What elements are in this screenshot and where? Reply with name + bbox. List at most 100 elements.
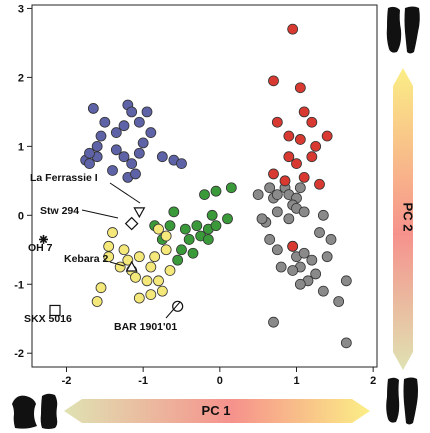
data-points xyxy=(80,23,352,349)
yellow-point xyxy=(130,271,141,283)
green-point xyxy=(222,213,233,225)
yellow-point xyxy=(133,251,145,263)
specimen-leader-line xyxy=(109,261,125,267)
green-point xyxy=(179,223,191,235)
blue-point xyxy=(118,120,130,132)
blue-point xyxy=(84,158,95,169)
yellow-point xyxy=(153,275,164,287)
blue-point xyxy=(133,147,145,159)
asterisk-marker xyxy=(39,234,48,244)
bone-silhouette-bottom-left xyxy=(12,393,58,429)
x-tick-label: -1 xyxy=(138,375,148,387)
red-point xyxy=(321,130,333,142)
blue-point xyxy=(95,130,107,142)
yellow-point xyxy=(156,285,168,297)
specimen-leader-line xyxy=(109,182,141,204)
red-point xyxy=(268,75,279,87)
gray-point xyxy=(264,182,276,194)
x-tick-label: 0 xyxy=(217,375,223,387)
pc2-arrow: PC 2 xyxy=(393,68,416,370)
bone-silhouette-top-right xyxy=(386,6,420,54)
gray-point xyxy=(340,337,352,349)
red-point xyxy=(271,116,283,128)
blue-point xyxy=(99,116,111,128)
yellow-point xyxy=(160,230,172,242)
red-point xyxy=(306,151,318,163)
gray-point xyxy=(256,213,268,225)
yellow-point xyxy=(103,251,115,263)
diamond-marker xyxy=(124,216,139,231)
plot-frame xyxy=(31,4,378,368)
red-point xyxy=(287,23,299,35)
blue-point xyxy=(145,127,157,138)
y-tick-label: 1 xyxy=(18,141,24,153)
blue-point xyxy=(87,103,99,114)
green-point xyxy=(210,185,222,197)
gray-point xyxy=(298,206,310,218)
yellow-point xyxy=(153,223,164,235)
blue-point xyxy=(118,151,130,163)
yellow-point xyxy=(133,292,145,304)
green-point xyxy=(206,209,218,221)
gray-point xyxy=(271,189,283,201)
blue-point xyxy=(176,158,187,169)
green-point xyxy=(199,189,210,201)
specimen-label: La Ferrassie I xyxy=(30,172,98,184)
gray-point xyxy=(287,265,299,276)
specimen-label: BAR 1901'01 xyxy=(114,321,177,333)
gray-point xyxy=(283,213,295,225)
specimen-label: SKX 5016 xyxy=(24,313,72,325)
y-tick-label: 0 xyxy=(18,210,24,222)
gray-point xyxy=(340,275,352,287)
specimen-leader-line xyxy=(81,209,119,219)
gray-point xyxy=(294,182,306,194)
yellow-point xyxy=(141,275,153,287)
green-point xyxy=(191,220,203,232)
blue-point xyxy=(156,151,168,163)
x-tick-label: 2 xyxy=(370,375,376,387)
blue-point xyxy=(126,106,138,118)
x-tick-label: -2 xyxy=(62,375,72,387)
pc1-arrow: PC 1 xyxy=(64,399,370,423)
blue-point xyxy=(110,144,122,156)
green-point xyxy=(187,247,199,259)
gray-point xyxy=(333,296,345,307)
square-marker xyxy=(49,304,61,317)
gray-point xyxy=(321,251,333,263)
blue-point xyxy=(130,168,141,180)
yellow-point xyxy=(164,265,176,276)
blue-point xyxy=(110,127,122,138)
specimen-label: Kebara 2 xyxy=(64,253,109,265)
blue-point xyxy=(91,140,103,152)
blue-point xyxy=(126,158,138,169)
gray-point xyxy=(314,227,325,238)
yellow-point xyxy=(103,240,115,252)
green-point xyxy=(164,220,176,232)
gray-point xyxy=(317,285,329,297)
gray-point xyxy=(268,316,279,328)
yellow-point xyxy=(145,289,157,301)
pc2-axis-label: PC 2 xyxy=(401,203,416,232)
gray-point xyxy=(310,268,322,280)
green-point xyxy=(210,220,222,232)
green-point xyxy=(225,182,237,194)
yellow-point xyxy=(118,244,130,256)
blue-point xyxy=(133,116,145,128)
y-tick-label: 3 xyxy=(18,3,24,15)
blue-point xyxy=(107,165,118,176)
red-point xyxy=(279,175,291,187)
gray-point xyxy=(264,234,276,245)
red-point xyxy=(314,178,325,190)
green-point xyxy=(172,254,184,266)
yellow-point xyxy=(91,296,103,307)
gray-point xyxy=(275,261,287,273)
red-point xyxy=(283,151,295,163)
specimen-label: Stw 294 xyxy=(40,205,79,217)
green-point xyxy=(202,234,214,245)
bone-silhouette-bottom-right xyxy=(386,377,418,425)
red-point xyxy=(298,171,310,183)
specimen-markers: La Ferrassie I Stw 294 OH 7 Kebara 2 SKX 501… xyxy=(24,172,184,333)
blue-point xyxy=(137,137,149,149)
red-point xyxy=(298,106,310,118)
